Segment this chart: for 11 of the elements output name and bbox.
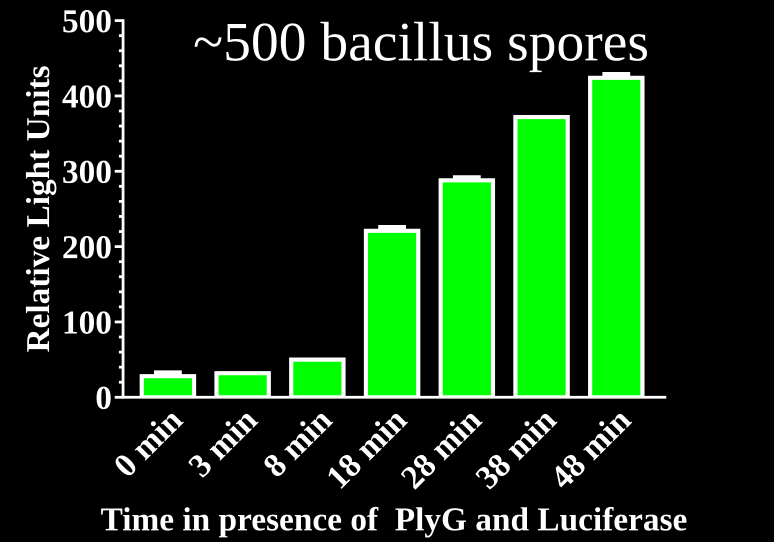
y-tick-label: 0: [96, 386, 111, 410]
y-tick-label: 300: [63, 160, 111, 184]
y-axis-title: Relative Light Units: [26, 66, 56, 352]
x-axis-title: Time in presence of PlyG and Luciferase: [101, 506, 686, 538]
chart-title: ~500 bacillus spores: [194, 22, 647, 72]
x-tick-label: 0 min: [112, 406, 184, 478]
y-tick-label: 400: [62, 85, 111, 108]
y-tick-label: 200: [63, 236, 111, 259]
y-tick-label: 100: [64, 311, 111, 334]
y-tick-label: 500: [63, 10, 111, 32]
x-tick-label: 3 min: [186, 406, 259, 478]
